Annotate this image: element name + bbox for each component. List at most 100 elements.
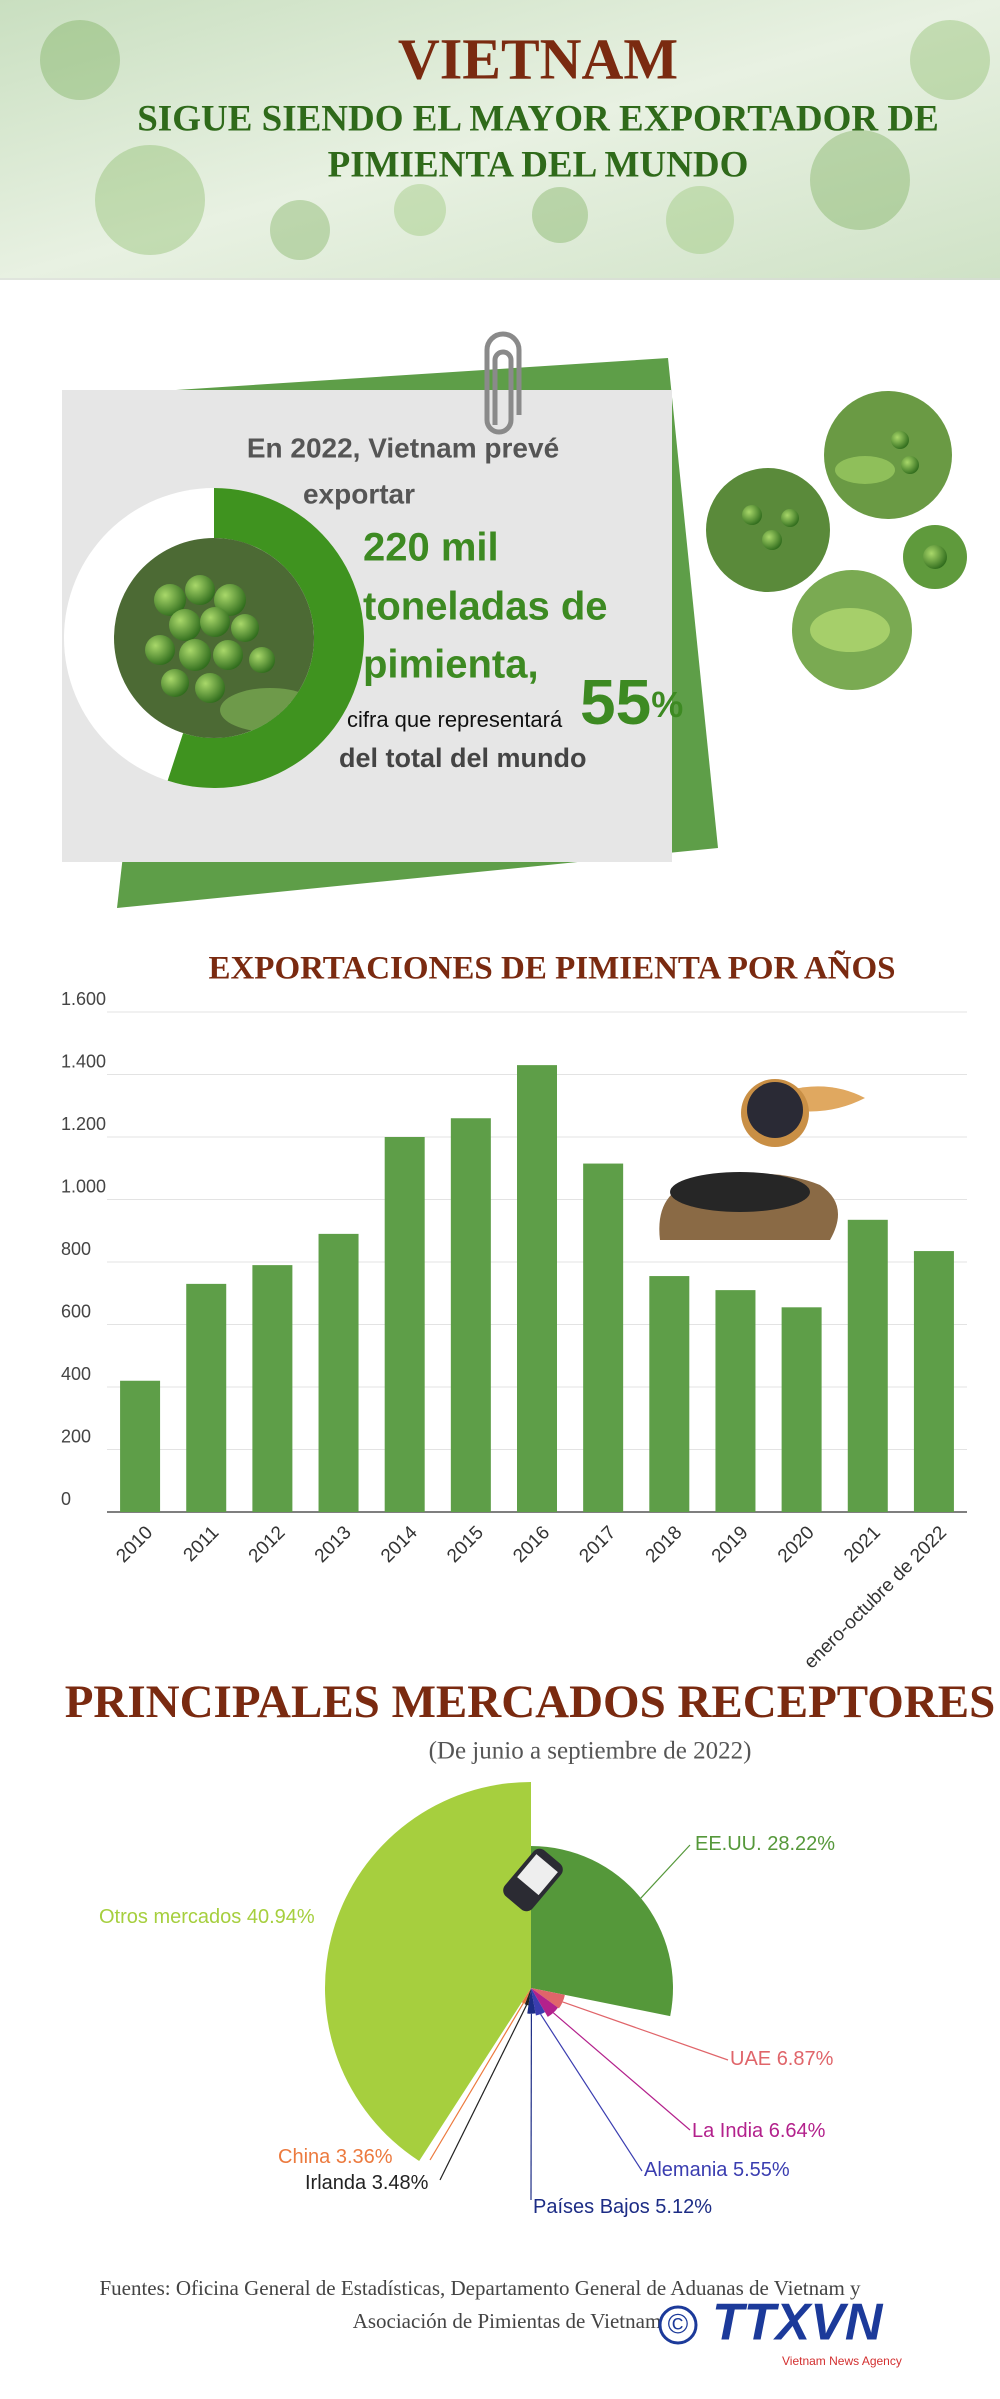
slice-name: EE.UU.	[695, 1833, 762, 1855]
leader-line	[429, 2002, 524, 2161]
amount-text: toneladas de	[363, 585, 608, 629]
bar	[913, 1251, 954, 1512]
pie-chart: EE.UU. 28.22% UAE 6.87% La India 6.64% Alem…	[99, 1782, 835, 2218]
slice-value: 40.94%	[247, 1906, 315, 1928]
note-text: cifra que representará	[347, 707, 563, 732]
leader-line	[640, 1844, 691, 1899]
x-tick-label: 2010	[112, 1522, 157, 1567]
x-tick-label: 2019	[708, 1522, 753, 1567]
bar	[252, 1265, 293, 1512]
y-tick-label: 400	[61, 1364, 91, 1384]
share-number: 55	[580, 666, 651, 738]
bar	[186, 1283, 227, 1512]
pie-slice	[325, 1782, 531, 2161]
pepper-photo	[114, 538, 314, 738]
logo-tagline: Vietnam News Agency	[782, 2354, 902, 2368]
pie-slice	[527, 1988, 536, 2014]
tail-text: del total del mundo	[339, 743, 587, 773]
chart-title: PRINCIPALES MERCADOS RECEPTORES	[65, 1676, 996, 1728]
pie-slice	[524, 1988, 531, 2006]
copyright: ©	[668, 2308, 689, 2339]
intro-text: En 2022, Vietnam prevé	[247, 432, 559, 463]
bar	[450, 1118, 491, 1512]
sources: Asociación de Pimientas de Vietnam	[353, 2309, 662, 2333]
logo: TTXVN	[712, 2294, 884, 2352]
slice-value: 3.48%	[372, 2172, 429, 2194]
x-tick-label: 2014	[377, 1522, 422, 1567]
y-tick-label: 600	[61, 1301, 91, 1321]
slice-name: China	[278, 2146, 331, 2168]
slice-label: Países Bajos 5.12%	[533, 2196, 712, 2218]
subtitle: PIMIENTA DEL MUNDO	[328, 144, 749, 185]
slice-label: China 3.36%	[278, 2146, 393, 2168]
x-tick-label: 2018	[642, 1522, 687, 1567]
donut	[167, 488, 365, 788]
chart-subtitle: (De junio a septiembre de 2022)	[429, 1738, 752, 1765]
leader-line	[562, 2001, 729, 2061]
amount-text: pimienta,	[363, 643, 539, 687]
bar	[384, 1137, 425, 1512]
slice-name: Países Bajos	[533, 2196, 650, 2218]
amount-text: 220 mil	[363, 526, 499, 570]
donut-share	[167, 488, 365, 788]
header-berries	[40, 20, 990, 260]
y-tick-label: 200	[61, 1426, 91, 1446]
slice-label: EE.UU. 28.22%	[695, 1833, 835, 1855]
x-tick-label: 2020	[774, 1522, 819, 1567]
slice-value: 6.64%	[769, 2120, 826, 2142]
pie-slice	[531, 1988, 545, 2016]
bar	[649, 1276, 690, 1512]
slice-value: 28.22%	[767, 1833, 835, 1855]
x-tick-label: 2016	[509, 1522, 554, 1567]
pie-slice	[531, 1988, 558, 2017]
pie-slice	[521, 1988, 531, 2004]
slice-value: 5.55%	[733, 2159, 790, 2181]
pie-slice	[531, 1988, 565, 2009]
share-value: 55%	[580, 666, 683, 738]
pie-slice	[531, 1846, 673, 2017]
y-tick-label: 1.600	[61, 989, 106, 1009]
slice-value: 6.87%	[777, 2048, 834, 2070]
title: VIETNAM	[398, 26, 678, 91]
slice-label: Alemania 5.55%	[644, 2159, 790, 2181]
slice-name: Alemania	[644, 2159, 728, 2181]
slice-label: La India 6.64%	[692, 2120, 826, 2142]
header-background	[0, 0, 1000, 280]
bar	[517, 1065, 557, 1512]
share-unit: %	[651, 684, 683, 725]
slice-name: Irlanda	[305, 2172, 367, 2194]
copyright-circle	[658, 2305, 698, 2345]
x-tick-label: 2012	[245, 1522, 290, 1567]
y-tick-label: 1.200	[61, 1114, 106, 1134]
slice-label: Otros mercados 40.94%	[99, 1906, 315, 1928]
slice-name: La India	[692, 2120, 764, 2142]
paperclip	[484, 331, 522, 435]
bar	[120, 1380, 161, 1512]
y-tick-label: 800	[61, 1239, 91, 1259]
pepper-decoration	[659, 1079, 865, 1240]
slice-label: Irlanda 3.48%	[305, 2172, 429, 2194]
pepper-circles	[706, 391, 967, 690]
x-tick-label: 2015	[443, 1522, 488, 1567]
bottle-label	[517, 1854, 558, 1896]
slice-name: Otros mercados	[99, 1906, 241, 1928]
x-tick-label: 2021	[840, 1522, 885, 1567]
leader-line	[439, 2004, 528, 2181]
intro-text: exportar	[303, 478, 415, 509]
slice-value: 5.12%	[655, 2196, 712, 2218]
bar	[318, 1233, 359, 1512]
x-tick-label: 2011	[180, 1522, 224, 1566]
x-tick-label: 2013	[311, 1522, 356, 1567]
chart-title: EXPORTACIONES DE PIMIENTA POR AÑOS	[208, 950, 895, 987]
leader-line	[540, 2013, 643, 2172]
y-tick-label: 1.000	[61, 1176, 106, 1196]
x-tick-label: 2017	[575, 1522, 620, 1567]
bar	[781, 1307, 822, 1512]
slice-label: UAE 6.87%	[730, 2048, 834, 2070]
bar	[715, 1290, 756, 1512]
y-tick-label: 1.400	[61, 1051, 106, 1071]
bar	[583, 1163, 624, 1512]
y-tick-label: 0	[61, 1489, 71, 1509]
